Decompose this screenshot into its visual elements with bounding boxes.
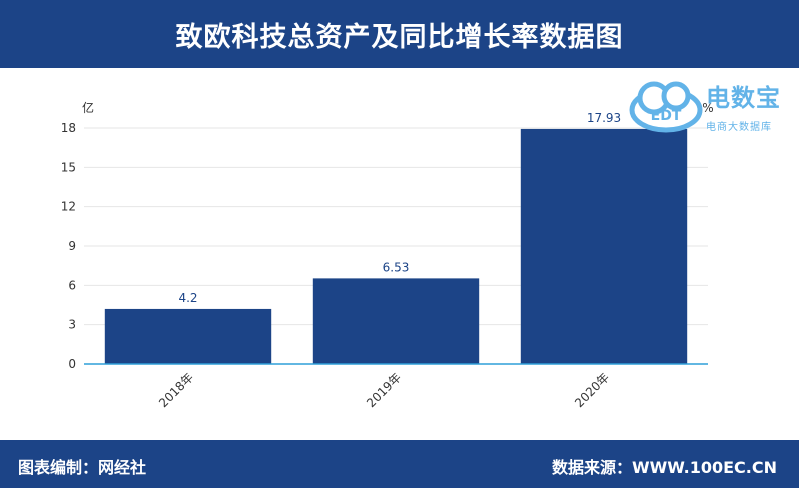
y-tick-label: 18 [61,121,76,135]
bar [104,308,272,364]
y-tick-label: 3 [68,318,76,332]
watermark-brand: 电数宝 [706,84,781,112]
header-bar: 致欧科技总资产及同比增长率数据图 [0,0,799,68]
bar-value-label: 6.53 [383,260,410,274]
watermark-subtitle: 电商大数据库 [706,122,772,133]
cloud-logo-icon: EDT [629,81,703,133]
watermark: EDT 电数宝 电商大数据库 [626,76,796,136]
page-title: 致欧科技总资产及同比增长率数据图 [175,21,624,53]
x-tick-label: 2018年 [156,370,196,410]
bar-chart: 0 3 6 9 12 15 18 亿 % 4.2 2018年 6.53 2019年 17.93 2020年 [61,100,714,410]
y2-axis-unit: % [702,101,713,115]
chart-area: 0 3 6 9 12 15 18 亿% 4.2 2018年 6.53 2019年 17.93 2020年 [0,68,799,440]
bar [312,278,480,364]
bar-value-label: 17.93 [587,111,621,125]
y-tick-label: 12 [61,200,76,214]
y-tick-label: 6 [68,278,76,292]
y-axis-unit: 亿 [82,100,94,115]
bar [520,128,688,364]
x-tick-label: 2020年 [572,370,612,410]
y-tick-label: 9 [68,239,76,253]
y-tick-label: 15 [61,160,76,174]
logo-text: EDT [651,108,682,124]
bar-value-label: 4.2 [178,291,197,305]
x-tick-label: 2019年 [364,370,404,410]
footer-credit: 图表编制：网经社 [18,458,147,477]
y-tick-label: 0 [68,357,76,371]
footer-source: 数据来源：WWW.100EC.CN [551,458,777,477]
footer-bar: 图表编制：网经社 数据来源：WWW.100EC.CN [0,440,799,488]
